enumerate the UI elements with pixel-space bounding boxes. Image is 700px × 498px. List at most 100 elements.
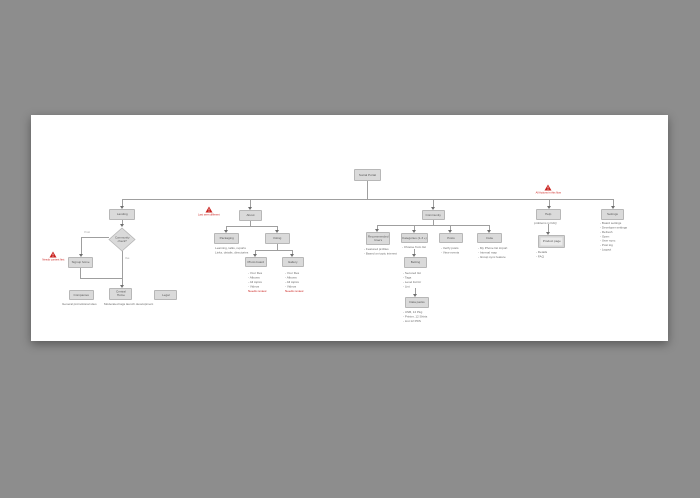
node-photo-board[interactable]: Photo board (245, 257, 267, 267)
node-label: Legal (161, 292, 170, 297)
connector-line (277, 244, 278, 250)
node-settings[interactable]: Settings (601, 209, 624, 220)
alert-note-text: Needs review (285, 288, 304, 293)
connector-line (613, 199, 614, 206)
node-label: Companies (73, 292, 90, 297)
node-detail-list: problems in FAQ (534, 220, 557, 225)
connector-line (255, 250, 256, 254)
connector-line (414, 249, 415, 254)
warning-annotation: Last seen different (177, 206, 241, 222)
node-label: Photo board (247, 259, 265, 264)
node-about[interactable]: About (239, 210, 262, 221)
alert-note-text: Needs review (248, 288, 267, 293)
node-posts[interactable]: Posts (439, 233, 463, 243)
node-signup-home[interactable]: Signup home (68, 257, 93, 268)
arrowhead-icon (375, 229, 379, 232)
connector-line (433, 199, 434, 207)
arrowhead-icon (487, 230, 491, 233)
connector-line (81, 237, 82, 254)
node-landing[interactable]: Landing (109, 209, 135, 220)
node-label: Central Home (115, 290, 126, 298)
diagram-artboard (31, 115, 668, 341)
arrowhead-icon (224, 230, 228, 233)
edge-label: If not (84, 231, 90, 234)
node-legal[interactable]: Legal (154, 290, 177, 300)
connector-line (548, 224, 549, 232)
node-detail-list: - USB, 12 Pkg - Printer, 12 Shirts - Lis… (403, 310, 428, 323)
edge-label: Yes (125, 257, 130, 260)
node-label: Recommended Users (367, 234, 389, 242)
arrowhead-icon (546, 232, 550, 235)
arrowhead-icon (431, 207, 435, 210)
connector-line (450, 225, 451, 230)
arrowhead-icon (248, 207, 252, 210)
connector-line (277, 226, 278, 230)
connector-line (549, 199, 550, 206)
node-label: Data packs (409, 300, 425, 304)
node-help[interactable]: Help (536, 209, 561, 220)
connector-line (367, 181, 368, 200)
node-label: Community check? (114, 236, 130, 243)
root-node[interactable]: Social Portal (354, 169, 381, 181)
node-detail-list: - Featured profiles - Based on topic int… (364, 247, 397, 256)
connector-line (122, 199, 613, 200)
arrowhead-icon (120, 224, 124, 227)
node-gallery[interactable]: Gallery (282, 257, 304, 267)
warning-icon (205, 206, 213, 213)
node-detail-list: - Details - FAQ (536, 250, 548, 259)
arrowhead-icon (448, 230, 452, 233)
connector-line (489, 225, 490, 230)
arrowhead-icon (79, 254, 83, 257)
node-detail-list: Moderated tags launch development (104, 302, 154, 306)
arrowhead-icon (413, 294, 417, 297)
node-detail-list: - Verify posts - View events (441, 246, 460, 255)
node-betting[interactable]: Betting (404, 257, 427, 268)
node-label: Categories (1-3 +) (402, 235, 427, 240)
node-label: Voting (273, 236, 282, 240)
node-label: Invite (485, 235, 494, 240)
node-recommended-users[interactable]: Recommended Users (366, 232, 390, 245)
node-voting[interactable]: Voting (265, 233, 290, 244)
connector-line (415, 288, 416, 294)
warning-icon (544, 184, 552, 191)
connector-line (292, 250, 293, 254)
connector-line (377, 225, 378, 229)
connector-line (226, 226, 277, 227)
node-data-packs[interactable]: Data packs (405, 297, 429, 308)
node-label: Community (425, 212, 442, 217)
node-label: Product page (542, 239, 561, 243)
decision-node[interactable]: Community check? (108, 227, 136, 252)
node-community[interactable]: Community (422, 210, 445, 220)
node-detail-list: - Your files - Albums - All topics - Vid… (285, 271, 300, 288)
arrowhead-icon (547, 206, 551, 209)
node-label: About (246, 213, 255, 217)
node-label: Signup home (71, 260, 90, 264)
node-detail-list: - Board settings - Developer settings - … (600, 221, 628, 252)
node-label: Social Portal (358, 172, 377, 177)
node-invite[interactable]: Invite (477, 233, 502, 243)
connector-line (250, 221, 251, 226)
node-packaging[interactable]: Packaging (214, 233, 239, 244)
node-label: Landing (116, 212, 128, 216)
connector-line (81, 237, 109, 238)
node-central-home[interactable]: Central Home (109, 288, 132, 300)
node-product-page[interactable]: Product page (538, 235, 565, 248)
warning-annotation: All Actions in this flow (516, 184, 580, 200)
node-label: Posts (447, 235, 455, 240)
node-categories[interactable]: Categories (1-3 +) (401, 233, 428, 243)
arrowhead-icon (290, 254, 294, 257)
connector-line (122, 220, 123, 225)
connector-line (226, 226, 227, 230)
arrowhead-icon (120, 285, 124, 288)
diamond-shape (108, 227, 136, 252)
warning-text: Needs content first (42, 258, 65, 261)
warning-icon (49, 251, 57, 258)
node-label: Settings (607, 212, 618, 216)
connector-line (250, 199, 251, 207)
warning-annotation: Needs content first (21, 251, 85, 267)
warning-text: All Actions in this flow (535, 191, 561, 194)
node-companies[interactable]: Companies (69, 290, 94, 300)
connector-line (433, 219, 434, 225)
arrowhead-icon (412, 230, 416, 233)
